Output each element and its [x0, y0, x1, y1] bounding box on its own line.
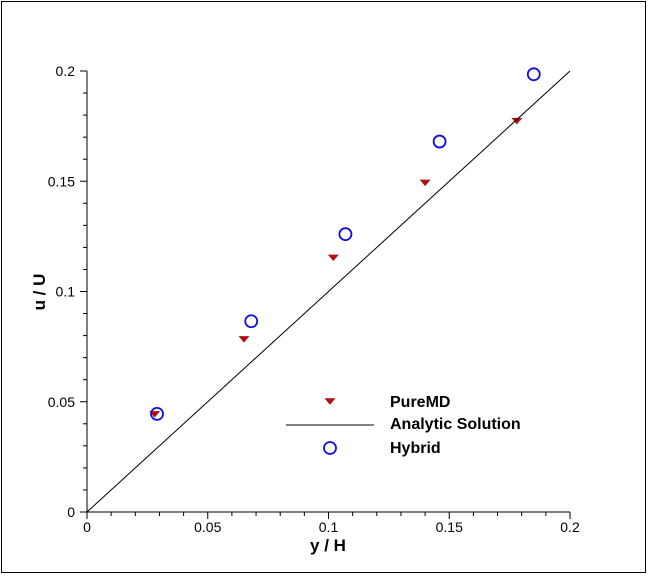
x-axis-title: y / H — [310, 536, 346, 555]
x-tick-label: 0 — [83, 519, 91, 535]
ticks: 0 0.05 0.1 0.15 0.2 0 0.05 0.1 0.15 0.2 — [48, 63, 580, 535]
puremd-point — [327, 254, 339, 262]
legend-marker-hybrid — [323, 441, 337, 455]
legend-label-analytic: Analytic Solution — [390, 416, 521, 433]
legend-label-hybrid: Hybrid — [390, 440, 441, 457]
y-axis-title: u / U — [30, 274, 49, 311]
analytic-line — [86, 70, 571, 513]
puremd-point — [419, 179, 431, 187]
x-tick-label: 0.1 — [319, 519, 339, 535]
series-hybrid — [150, 67, 541, 421]
y-tick-label: 0.05 — [48, 394, 75, 410]
legend-marker-puremd — [324, 398, 336, 405]
hybrid-point — [244, 314, 259, 329]
hybrid-point — [338, 227, 353, 242]
hybrid-point — [150, 406, 164, 421]
series — [86, 67, 571, 513]
puremd-point — [238, 336, 250, 343]
y-tick-label: 0.2 — [56, 63, 76, 79]
legend: PureMD Analytic Solution Hybrid — [286, 394, 521, 457]
x-tick-label: 0.2 — [560, 519, 580, 535]
x-tick-label: 0.05 — [194, 519, 221, 535]
y-tick-label: 0 — [67, 504, 75, 520]
y-tick-label: 0.15 — [48, 173, 75, 189]
y-tick-label: 0.1 — [56, 284, 76, 300]
hybrid-point — [432, 134, 447, 149]
legend-label-puremd: PureMD — [390, 394, 450, 411]
series-puremd — [149, 117, 523, 418]
hybrid-point — [526, 67, 541, 82]
x-tick-label: 0.15 — [436, 519, 463, 535]
puremd-point — [511, 117, 523, 125]
series-analytic-solution — [86, 70, 571, 513]
